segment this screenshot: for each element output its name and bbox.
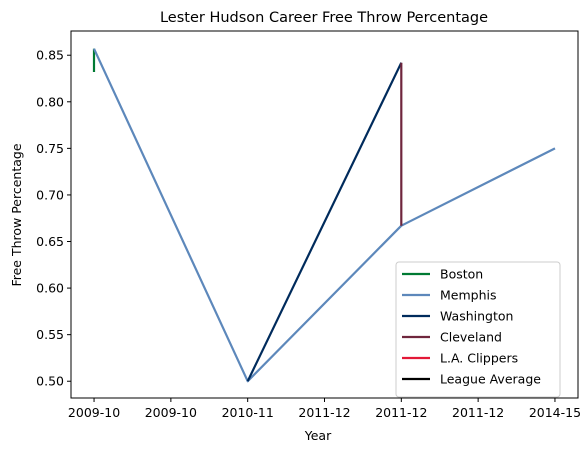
y-tick-label: 0.85 <box>36 48 64 63</box>
y-tick-label: 0.55 <box>36 327 64 342</box>
chart-title: Lester Hudson Career Free Throw Percenta… <box>160 10 488 26</box>
plot-area <box>92 48 556 383</box>
y-tick-label: 0.60 <box>36 281 64 296</box>
series-line-1 <box>93 48 556 383</box>
y-tick-label: 0.65 <box>36 234 64 249</box>
legend-box <box>395 261 561 398</box>
x-tick-label: 2011-12 <box>452 405 504 420</box>
x-axis-label: Year <box>304 428 332 443</box>
x-tick-label: 2014-15 <box>529 405 581 420</box>
legend-label: Cleveland <box>440 330 502 345</box>
x-tick-label: 2011-12 <box>298 405 350 420</box>
series-line-2 <box>246 62 403 382</box>
legend-label: League Average <box>440 372 541 387</box>
x-tick-label: 2009-10 <box>145 405 197 420</box>
x-tick-label: 2011-12 <box>375 405 427 420</box>
legend-label: Memphis <box>440 288 497 303</box>
legend: Boston Memphis Washington Cleveland L.A. Cli… <box>395 261 561 398</box>
legend-label: L.A. Clippers <box>440 351 518 366</box>
x-axis: 2009-10 2009-10 2010-11 2011-12 2011-12 2011-… <box>68 398 581 420</box>
x-tick-label: 2010-11 <box>222 405 274 420</box>
x-tick-label: 2009-10 <box>68 405 120 420</box>
y-axis-label: Free Throw Percentage <box>9 143 24 286</box>
y-tick-label: 0.50 <box>36 374 64 389</box>
y-tick-label: 0.80 <box>36 94 64 109</box>
legend-label: Boston <box>440 267 483 282</box>
y-tick-label: 0.70 <box>36 187 64 202</box>
y-tick-label: 0.75 <box>36 141 64 156</box>
y-axis: 0.50 0.55 0.60 0.65 0.70 0.75 0.80 0.85 <box>36 48 71 389</box>
legend-label: Washington <box>440 309 513 324</box>
